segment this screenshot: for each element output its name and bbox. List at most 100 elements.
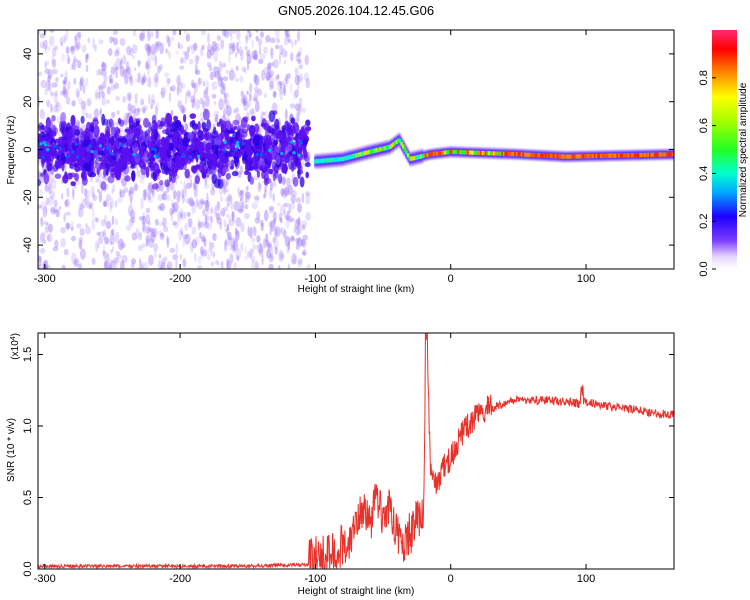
spectrogram-noise-cell (220, 86, 226, 95)
spectrogram-band-cell (194, 175, 200, 185)
spectrogram-noise-cell (228, 236, 232, 241)
spectrogram-noise-cell (45, 265, 52, 269)
spectrogram-noise-cell (95, 91, 101, 99)
spectrogram-noise-cell (150, 187, 155, 195)
spectrogram-track-core (408, 156, 411, 161)
spectrogram-noise-cell (168, 91, 172, 103)
spectrogram-track-core (569, 154, 572, 159)
spectrogram-band-cell (264, 137, 270, 145)
spectrogram-band-cell (270, 124, 277, 135)
spectrogram-noise-cell (259, 53, 266, 60)
spectrogram-noise-cell (285, 73, 288, 82)
spectrogram-track-core (556, 154, 559, 159)
spectrogram-noise-cell (191, 44, 195, 55)
spectrogram-noise-cell (151, 94, 155, 103)
spectrogram-noise-cell (238, 208, 244, 213)
spectrogram-noise-cell (98, 191, 103, 203)
spectrogram-band-cell (281, 163, 288, 174)
spectrogram-noise-cell (109, 36, 113, 44)
spectrogram-noise-cell (64, 70, 68, 82)
spectrogram-noise-cell (78, 97, 83, 105)
spectrogram-noise-cell (269, 181, 274, 191)
spectrogram-track-core (575, 154, 579, 159)
spectrogram-noise-cell (240, 205, 245, 212)
spectrogram-track-core (432, 151, 436, 156)
spectrogram-noise-cell (296, 111, 300, 123)
spectrogram-noise-cell (258, 58, 264, 64)
spectrogram-noise-cell (114, 218, 118, 226)
snr-ytick-label: 0.5 (22, 490, 34, 505)
spectrogram-noise-cell (220, 39, 225, 50)
spectrogram-noise-cell (123, 112, 130, 124)
spectrogram-noise-cell (106, 99, 110, 105)
spectrogram-track-core (629, 153, 632, 158)
spectrogram-noise-cell (223, 206, 229, 212)
spectrogram-noise-cell (129, 48, 134, 57)
spectrogram-noise-cell (148, 94, 151, 105)
spectrogram-noise-cell (53, 92, 58, 104)
spectrogram-noise-cell (301, 192, 305, 204)
spectrogram-noise-cell (72, 188, 75, 200)
spectrogram-track-core (371, 149, 374, 154)
spectrogram-noise-cell (276, 202, 281, 207)
spectrogram-noise-cell (162, 225, 169, 233)
spectrogram-band-cell (60, 112, 67, 123)
spectrogram-noise-cell (202, 80, 206, 87)
spectrogram-noise-cell (235, 65, 239, 71)
spectrogram-noise-cell (284, 30, 290, 36)
spectrogram-noise-cell (244, 191, 251, 200)
spectrogram-band-cell (94, 159, 99, 165)
spectrogram-noise-cell (70, 220, 75, 231)
spectrogram-band-cell (173, 115, 179, 122)
spectrogram-noise-cell (179, 65, 184, 70)
spectrogram-noise-cell (235, 107, 239, 113)
spectrogram-noise-cell (211, 68, 216, 74)
spectrogram-peak-cell (297, 153, 301, 157)
spectrogram-noise-cell (189, 95, 195, 103)
spectrogram-noise-cell (63, 76, 68, 85)
spectrogram-noise-cell (302, 159, 305, 167)
spectrogram-noise-cell (198, 221, 201, 231)
spectrogram-noise-cell (179, 180, 182, 185)
spectrogram-noise-cell (38, 264, 41, 269)
spectrogram-noise-cell (63, 80, 67, 92)
spectrogram-noise-cell (105, 194, 112, 201)
spectrogram-track-core (587, 154, 590, 159)
spectrogram-noise-cell (124, 74, 129, 85)
spectrogram-band-cell (170, 160, 175, 172)
spectrogram-band-cell (51, 150, 59, 159)
spectrogram-noise-cell (223, 92, 230, 99)
spectrogram-noise-cell (284, 50, 288, 58)
spectrogram-peak-cell (197, 154, 201, 158)
spectrogram-noise-cell (150, 231, 156, 243)
spectrogram-noise-cell (201, 200, 206, 206)
spectrogram-track-core (353, 153, 356, 158)
spectrogram-noise-cell (215, 259, 219, 265)
spectrogram-band-cell (67, 132, 72, 139)
spectrogram-track-core (533, 153, 536, 158)
spectrogram-noise-cell (65, 96, 71, 105)
spectrogram-noise-cell (254, 261, 259, 269)
spectrogram-noise-cell (260, 31, 264, 38)
spectrogram-band-cell (268, 110, 276, 123)
spectrogram-noise-cell (86, 202, 93, 209)
spectrogram-noise-cell (280, 204, 286, 216)
spectrogram-band-cell (304, 162, 311, 168)
spectrogram-band-cell (139, 147, 144, 156)
spectrogram-peak-cell (182, 154, 186, 158)
spectrogram-noise-cell (269, 256, 275, 262)
spectrogram-band-cell (189, 113, 197, 119)
spectrogram-noise-cell (236, 255, 240, 262)
spectrogram-noise-cell (75, 88, 80, 98)
spectrogram-noise-cell (171, 202, 176, 215)
spectrogram-noise-cell (58, 205, 62, 211)
spectrogram-band-cell (107, 175, 115, 184)
spectrogram-noise-cell (201, 249, 208, 257)
spectrogram-track-core (624, 153, 627, 158)
spectrogram-band-cell (38, 133, 42, 141)
spectrogram-track-core (452, 150, 455, 154)
spectrogram-noise-cell (169, 86, 173, 92)
spectrogram-noise-cell (250, 106, 256, 115)
spectrogram-noise-cell (264, 92, 267, 99)
spectrogram-noise-cell (162, 190, 168, 196)
